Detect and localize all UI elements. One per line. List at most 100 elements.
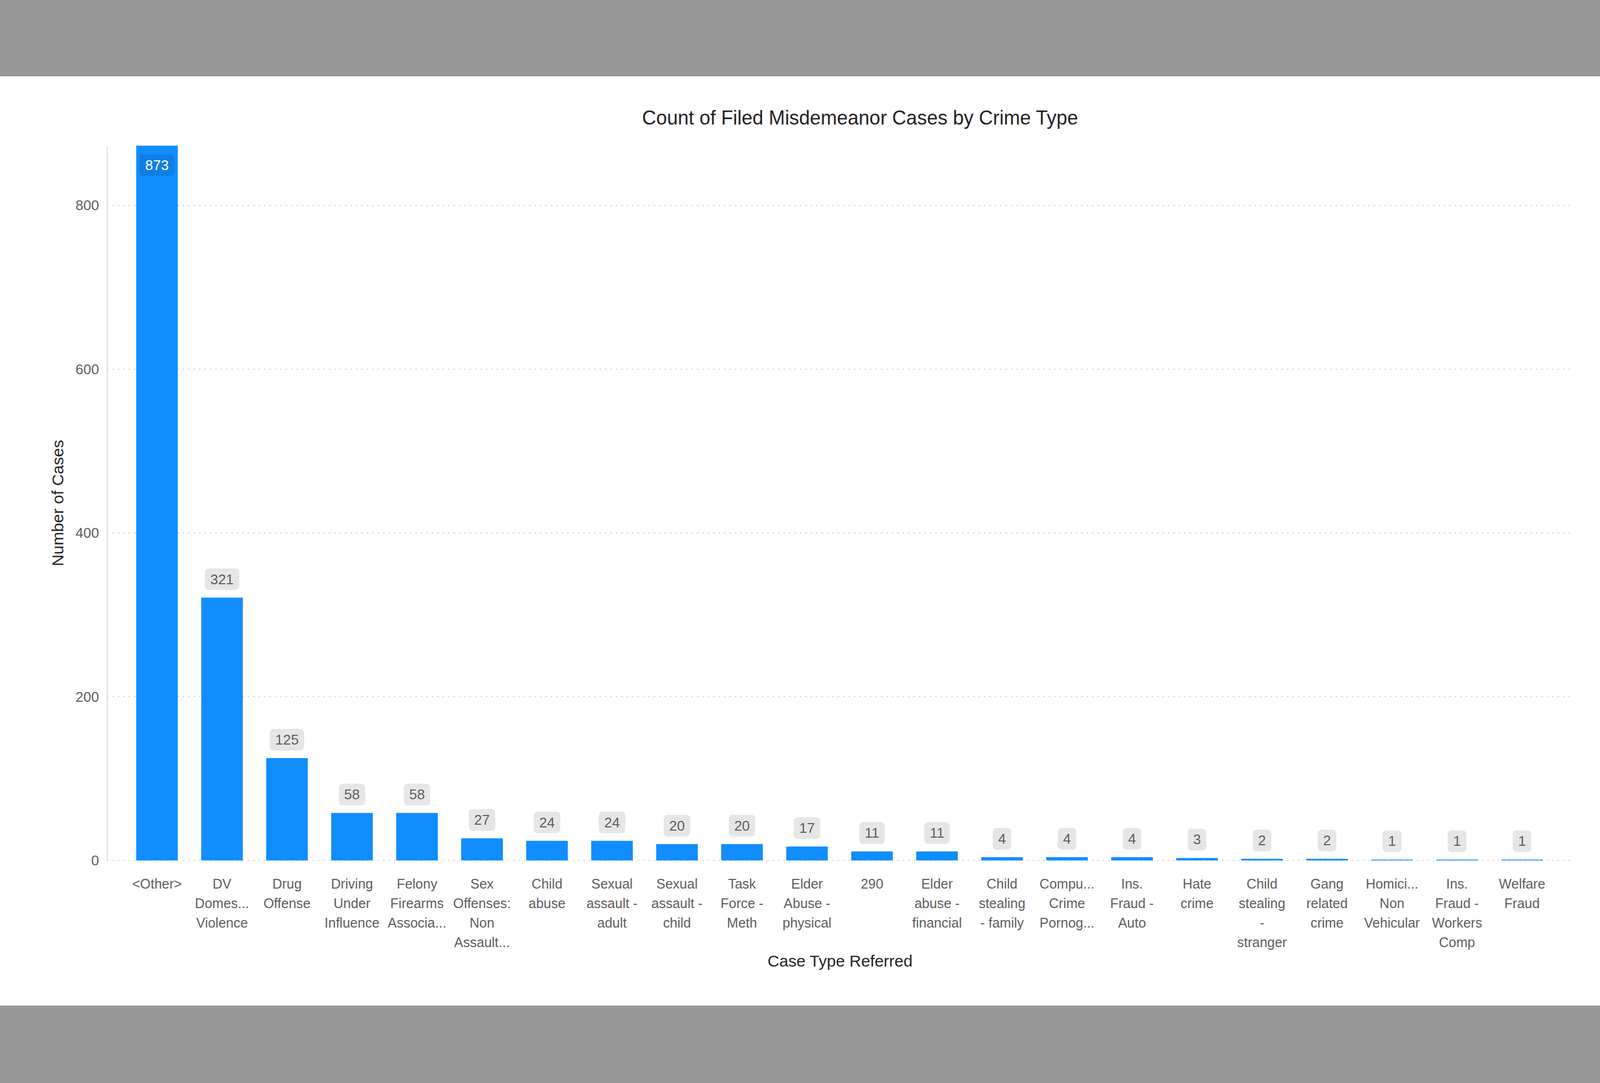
x-tick-label: Elderabuse -financial [912,875,962,930]
x-tick-label: Hatecrime [1180,875,1214,911]
data-label-box [139,154,174,176]
data-label: 17 [798,819,815,836]
x-tick-label: DVDomes...Violence [194,875,249,930]
x-tick-label: ElderAbuse -physical [782,875,832,930]
data-label-box [1122,827,1142,850]
data-label-box [793,816,821,839]
data-label-box [270,728,305,751]
top-band [0,0,1600,77]
x-tick-label: Childabuse [528,875,566,911]
x-tick-label: DrugOffense [263,875,311,911]
data-label-box [1252,829,1271,851]
bar[interactable] [656,843,698,861]
bar[interactable] [1306,858,1348,861]
grid-line [107,368,1570,370]
x-tick-label: SexOffenses:NonAssault... [453,875,511,950]
bar[interactable] [331,812,373,861]
data-label-box [728,814,756,837]
bar[interactable] [851,850,894,861]
x-tick-label: Sexualassault -child [651,875,703,930]
bar[interactable] [1176,857,1218,861]
data-label-box [1317,829,1336,851]
data-label: 4 [998,830,1006,847]
x-tick-label: Compu...CrimePornog... [1039,875,1095,930]
bar[interactable] [1501,858,1544,861]
data-label: 1 [1453,832,1461,849]
x-tick-label: FelonyFirearmsAssocia... [387,875,447,930]
title: Count of Filed Misdemeanor Cases by Crim… [641,106,1079,129]
data-label: 1 [1518,832,1526,849]
y-tick-label: 600 [75,361,100,378]
bar[interactable] [461,837,503,861]
data-label-box [403,783,431,805]
data-label: 20 [669,817,685,834]
x-tick-label: Childstealing-stranger [1237,875,1288,950]
data-label: 1 [1388,832,1396,849]
data-label: 20 [733,817,750,834]
bars [136,145,1544,861]
data-label-box [1447,829,1467,852]
data-label-box [533,811,561,834]
data-label: 4 [1063,830,1071,847]
data-label-box [1187,828,1206,850]
data-label-box [924,821,950,844]
bar[interactable] [201,597,244,861]
data-label: 2 [1257,831,1266,849]
data-label: 3 [1192,830,1201,848]
grid-line [107,859,1570,861]
data-label: 873 [145,156,169,174]
bar[interactable] [396,812,438,861]
bar[interactable] [916,850,959,861]
bar[interactable] [1111,856,1153,861]
data-label-box [1057,827,1077,850]
bar[interactable] [786,846,829,861]
data-label: 27 [474,811,490,828]
x-tick-label: Childstealing- family [978,875,1026,930]
data-label: 11 [929,824,945,841]
x-tick-label: Ins.Fraud -WorkersComp [1432,875,1483,950]
grid-line [107,696,1570,698]
data-label-box [338,783,366,805]
bar[interactable] [720,843,763,861]
x-tick-label: Ins.Fraud -Auto [1110,875,1154,930]
x-tick-label: 290 [860,875,884,891]
x-axis-title: Case Type Referred [767,951,913,970]
x-tick-label: Sexualassault -adult [586,875,638,930]
grid-line [107,532,1570,534]
data-label-box [663,814,691,837]
data-label-box [468,808,496,831]
data-labels: 87332112558582724242020171111444322111 [139,154,1532,852]
data-label-box [1382,829,1402,852]
bottom-band [0,1005,1600,1083]
x-tick-label: Gangrelatedcrime [1306,875,1348,930]
bar[interactable] [526,840,568,861]
y-tick-label: 800 [75,197,100,214]
bar[interactable] [1371,858,1413,861]
x-tick-label: <Other> [132,875,182,891]
x-tick-label: TaskForce -Meth [720,875,764,930]
data-label-box [1512,829,1532,852]
data-label: 11 [864,824,880,841]
bar[interactable] [136,145,179,861]
bar[interactable] [981,856,1024,861]
data-label-box [598,811,626,834]
data-label-box [204,568,239,590]
data-label: 58 [409,785,425,803]
data-label: 125 [275,731,299,748]
x-tick-label: Homici...NonVehicular [1364,875,1420,930]
bar[interactable] [1241,858,1283,861]
bar[interactable] [1435,858,1478,861]
y-tick-label: 0 [91,851,100,869]
grid-line [107,204,1570,206]
data-label-box [859,821,885,844]
x-tick-label: DrivingUnderInfluence [324,875,380,930]
data-label-box [992,827,1012,850]
data-label: 24 [539,814,555,831]
y-tick-label: 400 [75,524,100,541]
bar[interactable] [591,840,633,861]
data-label: 24 [604,814,620,831]
x-tick-label: WelfareFraud [1498,875,1546,911]
data-label: 2 [1322,831,1331,849]
bar[interactable] [1046,856,1088,861]
bar[interactable] [266,757,308,861]
